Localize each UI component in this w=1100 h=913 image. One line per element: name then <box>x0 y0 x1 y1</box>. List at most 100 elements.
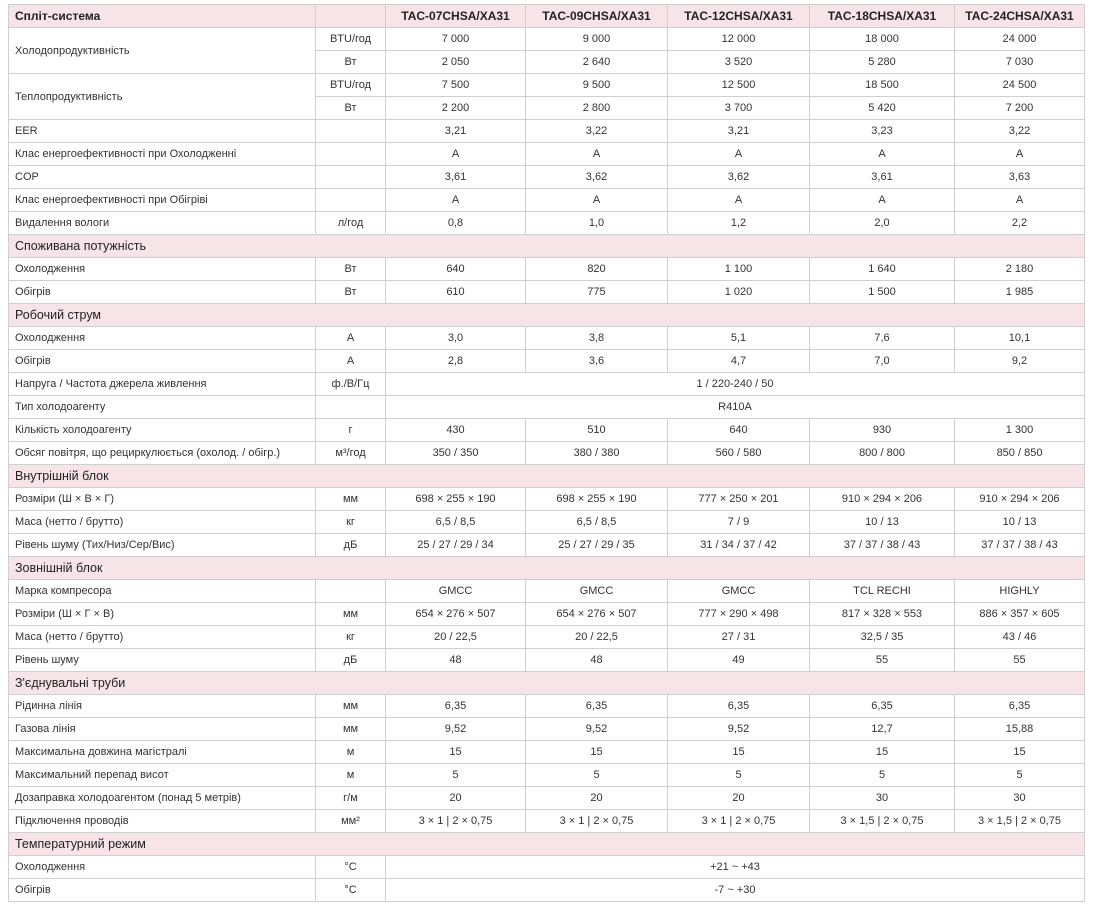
value-cell: 12 500 <box>667 73 810 97</box>
table-row: Тип холодоагенту R410A <box>8 395 1085 419</box>
value-cell: TCL RECHI <box>809 579 955 603</box>
value-cell: 10 / 13 <box>954 510 1085 534</box>
value-cell: 7 200 <box>954 96 1085 120</box>
table-row: Маса (нетто / брутто) кг 6,5 / 8,5 6,5 / 8,… <box>8 510 1085 534</box>
value-cell: 37 / 37 / 38 / 43 <box>954 533 1085 557</box>
table-row: Клас енергоефективності при Обігріві A A A A… <box>8 188 1085 212</box>
value-cell: 2 180 <box>954 257 1085 281</box>
value-cell: 6,35 <box>667 694 810 718</box>
table-row: Видалення вологи л/год 0,8 1,0 1,2 2,0 2,2 <box>8 211 1085 235</box>
unit-cell: м <box>315 763 386 787</box>
table-row: Маса (нетто / брутто) кг 20 / 22,5 20 / 22,… <box>8 625 1085 649</box>
row-label: Розміри (Ш × В × Г) <box>8 487 316 511</box>
value-cell: 3 520 <box>667 50 810 74</box>
row-label: Обігрів <box>8 349 316 373</box>
section-title: Зовнішній блок <box>8 556 1085 580</box>
row-label: Теплопродуктивність <box>8 73 316 120</box>
unit-cell <box>315 395 386 419</box>
value-cell: 3,23 <box>809 119 955 143</box>
table-row: Теплопродуктивність BTU/год 7 500 9 500 12 5… <box>8 73 1085 120</box>
unit-cell: м³/год <box>315 441 386 465</box>
unit-cell: Вт <box>315 96 386 120</box>
value-cell: 1 985 <box>954 280 1085 304</box>
table-row: Вт 2 050 2 640 3 520 5 280 7 030 <box>9 50 1085 74</box>
value-cell: A <box>667 188 810 212</box>
row-label: Максимальний перепад висот <box>8 763 316 787</box>
value-cell: 3 × 1,5 | 2 × 0,75 <box>954 809 1085 833</box>
value-cell: 15 <box>385 740 526 764</box>
value-cell: 1,0 <box>525 211 668 235</box>
value-cell: 698 × 255 × 190 <box>385 487 526 511</box>
table-row: Охолодження А 3,0 3,8 5,1 7,6 10,1 <box>8 326 1085 350</box>
value-cell: 4,7 <box>667 349 810 373</box>
unit-cell <box>315 579 386 603</box>
value-cell: 3 700 <box>667 96 810 120</box>
section-title: Температурний режим <box>8 832 1085 856</box>
value-cell: 6,5 / 8,5 <box>525 510 668 534</box>
row-label: Охолодження <box>8 257 316 281</box>
value-cell: 6,35 <box>385 694 526 718</box>
unit-cell: °С <box>315 855 386 879</box>
value-cell: 6,35 <box>809 694 955 718</box>
value-cell: 2,0 <box>809 211 955 235</box>
value-cell: 777 × 290 × 498 <box>667 602 810 626</box>
value-cell: 1,2 <box>667 211 810 235</box>
value-cell: 5,1 <box>667 326 810 350</box>
table-row: Рівень шуму дБ 48 48 49 55 55 <box>8 648 1085 672</box>
value-cell: 37 / 37 / 38 / 43 <box>809 533 955 557</box>
value-cell: 48 <box>525 648 668 672</box>
unit-cell: л/год <box>315 211 386 235</box>
value-cell: 7 500 <box>385 73 526 97</box>
table-row: COP 3,61 3,62 3,62 3,61 3,63 <box>8 165 1085 189</box>
model-header: TAC-18CHSA/XA31 <box>809 4 955 28</box>
row-label: Охолодження <box>8 855 316 879</box>
table-row: Максимальний перепад висот м 5 5 5 5 5 <box>8 763 1085 787</box>
table-row: Марка компресора GMCC GMCC GMCC TCL RECHI HIG… <box>8 579 1085 603</box>
merged-value-cell: -7 ~ +30 <box>385 878 1085 902</box>
value-cell: 27 / 31 <box>667 625 810 649</box>
value-cell: 3,61 <box>385 165 526 189</box>
value-cell: 3 × 1 | 2 × 0,75 <box>385 809 526 833</box>
value-cell: 18 000 <box>809 27 955 51</box>
unit-cell: BTU/год <box>315 27 386 51</box>
table-row: Обігрів А 2,8 3,6 4,7 7,0 9,2 <box>8 349 1085 373</box>
value-cell: 654 × 276 × 507 <box>525 602 668 626</box>
unit-cell: Вт <box>315 257 386 281</box>
value-cell: 3,8 <box>525 326 668 350</box>
value-cell: 777 × 250 × 201 <box>667 487 810 511</box>
value-cell: 7,6 <box>809 326 955 350</box>
unit-cell <box>315 142 386 166</box>
table-title: Спліт-система <box>8 4 316 28</box>
model-header: TAC-07CHSA/XA31 <box>385 4 526 28</box>
row-label: Холодопродуктивність <box>8 27 316 74</box>
unit-cell: мм² <box>315 809 386 833</box>
section-header-row: Температурний режим <box>8 832 1085 856</box>
value-cell: 1 640 <box>809 257 955 281</box>
value-cell: 24 000 <box>954 27 1085 51</box>
row-label: Максимальна довжина магістралі <box>8 740 316 764</box>
merged-value-cell: +21 ~ +43 <box>385 855 1085 879</box>
value-cell: 20 <box>525 786 668 810</box>
value-cell: GMCC <box>667 579 810 603</box>
unit-cell: мм <box>315 602 386 626</box>
value-cell: 640 <box>385 257 526 281</box>
unit-cell: кг <box>315 625 386 649</box>
value-cell: 3,21 <box>385 119 526 143</box>
unit-cell: мм <box>315 717 386 741</box>
row-label: Дозаправка холодоагентом (понад 5 метрів… <box>8 786 316 810</box>
unit-cell: °С <box>315 878 386 902</box>
value-cell: 25 / 27 / 29 / 35 <box>525 533 668 557</box>
row-label: Рівень шуму <box>8 648 316 672</box>
row-label: Маса (нетто / брутто) <box>8 625 316 649</box>
value-cell: A <box>954 188 1085 212</box>
value-cell: 3,62 <box>525 165 668 189</box>
unit-cell: Вт <box>315 280 386 304</box>
value-cell: A <box>525 188 668 212</box>
value-cell: 775 <box>525 280 668 304</box>
value-cell: 910 × 294 × 206 <box>954 487 1085 511</box>
value-cell: 9 000 <box>525 27 668 51</box>
header-row: Спліт-система TAC-07CHSA/XA31 TAC-09CHSA… <box>8 4 1085 28</box>
value-cell: 5 <box>525 763 668 787</box>
value-cell: 5 280 <box>809 50 955 74</box>
row-label: Марка компресора <box>8 579 316 603</box>
